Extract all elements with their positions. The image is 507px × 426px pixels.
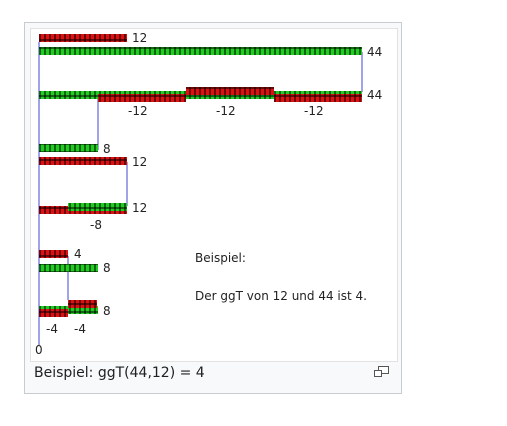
- bar-8-green-sub: [39, 306, 98, 314]
- label-minus-12-c: -12: [304, 104, 324, 118]
- bar-12-red-2: [39, 157, 127, 165]
- label-minus-12-a: -12: [128, 104, 148, 118]
- bar-sub-4-a: [39, 309, 68, 317]
- label-8: 8: [103, 142, 111, 156]
- label-minus-4-b: -4: [74, 322, 86, 336]
- bar-8-green: [39, 144, 98, 152]
- label-zero: 0: [35, 343, 43, 357]
- label-12-2: 12: [132, 155, 147, 169]
- label-12-sub: 12: [132, 201, 147, 215]
- label-44: 44: [367, 45, 382, 59]
- label-minus-8: -8: [90, 218, 102, 232]
- bar-8-green-2: [39, 264, 98, 272]
- label-minus-4-a: -4: [46, 322, 58, 336]
- bar-sub-12-c: [274, 94, 362, 102]
- label-44-sub: 44: [367, 88, 382, 102]
- label-4: 4: [74, 247, 82, 261]
- label-8-2: 8: [103, 261, 111, 275]
- bar-12-red: [39, 34, 127, 42]
- bar-44-green: [39, 47, 362, 55]
- bar-sub-8: [68, 203, 127, 211]
- figure-caption: Beispiel: ggT(44,12) = 4: [34, 365, 205, 381]
- magnify-clip-icon[interactable]: [374, 366, 389, 377]
- bar-sub-12-a: [98, 94, 186, 102]
- label-8-sub: 8: [103, 304, 111, 318]
- bar-4-red: [39, 250, 68, 258]
- label-minus-12-b: -12: [216, 104, 236, 118]
- bar-sub-4-b: [68, 300, 97, 308]
- label-12: 12: [132, 31, 147, 45]
- bar-sub-12-b: [186, 87, 274, 95]
- note-title: Beispiel:: [195, 251, 246, 265]
- note-text: Der ggT von 12 und 44 ist 4.: [195, 289, 367, 303]
